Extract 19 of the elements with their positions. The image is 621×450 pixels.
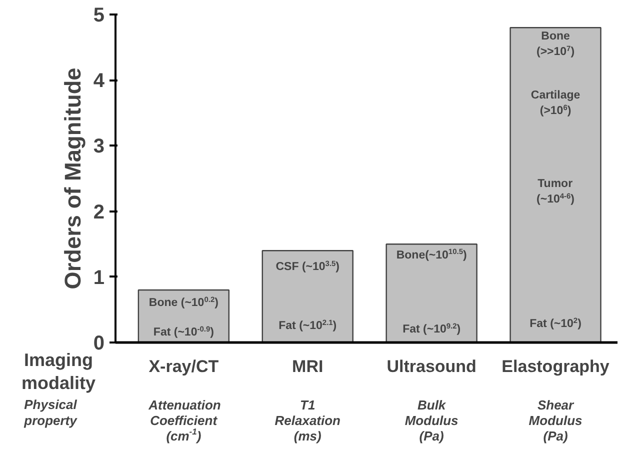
text: Bulk Modulus (Pa) — [404, 397, 458, 444]
x-tick-label: X-ray/CT — [148, 357, 220, 376]
x-tick-label: MRI — [292, 357, 324, 376]
text: Physical property — [23, 396, 78, 428]
bar — [510, 27, 602, 342]
y-tick-label: 4 — [93, 70, 106, 92]
x-tick-label: Elastography — [502, 357, 610, 376]
y-tick-label: 3 — [93, 136, 104, 158]
bar — [386, 244, 478, 342]
x-tick-label: Ultrasound — [386, 357, 476, 376]
y-tick-label: 1 — [93, 266, 104, 289]
y-tick-label: 5 — [93, 4, 104, 26]
y-axis-title: Orders of Magnitude — [59, 68, 86, 290]
text: Shear Modulus (Pa) — [528, 397, 582, 444]
x-axis-title: Imaging modality — [21, 350, 96, 394]
y-tick-label: 2 — [93, 201, 104, 224]
y-tick-label: 0 — [93, 332, 104, 354]
bar — [262, 250, 354, 342]
text: T1 Relaxation (ms) — [274, 397, 341, 444]
